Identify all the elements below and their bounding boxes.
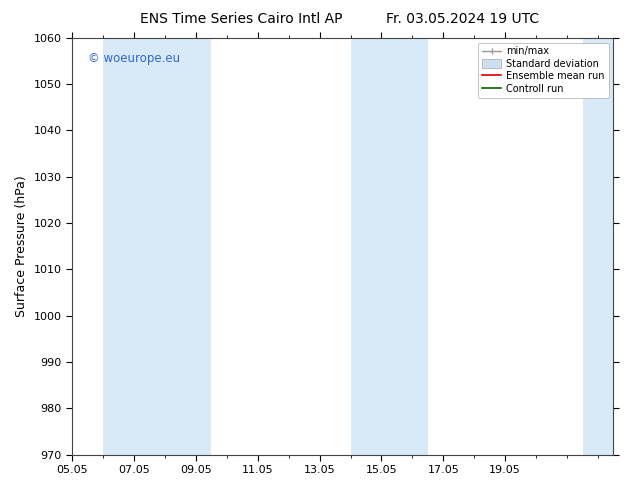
Text: ENS Time Series Cairo Intl AP: ENS Time Series Cairo Intl AP [139, 12, 342, 26]
Legend: min/max, Standard deviation, Ensemble mean run, Controll run: min/max, Standard deviation, Ensemble me… [478, 43, 609, 98]
Bar [351, 38, 382, 455]
Bar [103, 38, 180, 455]
Y-axis label: Surface Pressure (hPa): Surface Pressure (hPa) [15, 175, 28, 317]
Text: © woeurope.eu: © woeurope.eu [88, 52, 181, 65]
Bar [583, 38, 614, 455]
Text: Fr. 03.05.2024 19 UTC: Fr. 03.05.2024 19 UTC [386, 12, 540, 26]
Bar [382, 38, 428, 455]
Bar [180, 38, 211, 455]
